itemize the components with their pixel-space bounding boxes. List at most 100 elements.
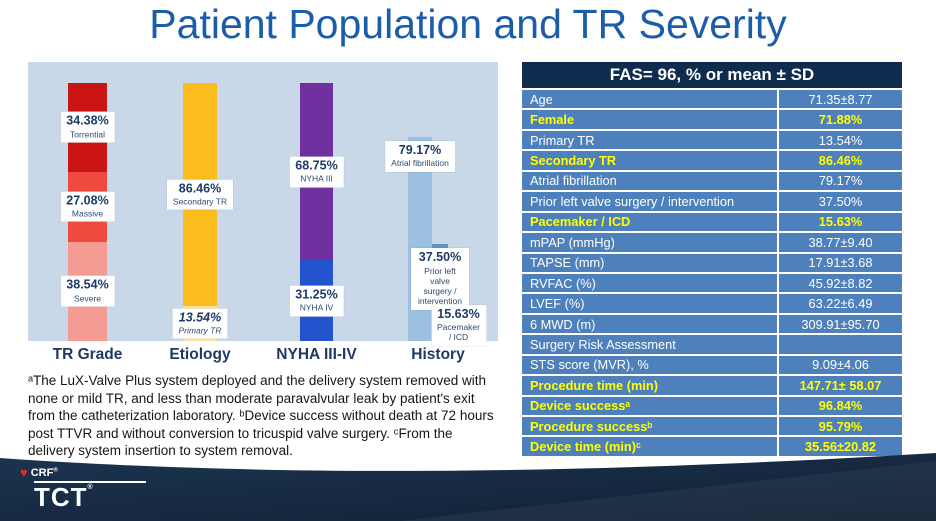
bar-value-label: 38.54% Severe [60,275,115,307]
bar-value-label: 68.75% NYHA III [289,156,344,188]
category-label-history: History [411,346,465,363]
table-row: LVEF (%) 63.22±6.49 [522,294,902,313]
table-row: Age 71.35±8.77 [522,90,902,109]
bar-segment-name: Severe [74,293,101,304]
logo-block: ♥ CRF® TCT® [20,466,146,510]
row-value: 45.92±8.82 [777,273,902,293]
page-title: Patient Population and TR Severity [149,1,787,47]
table-row: Atrial fibrillation 79.17% [522,171,902,191]
row-value: 13.54% [777,130,902,150]
row-label: Female [530,112,575,128]
bar-percentage: 15.63% [437,306,480,321]
table-row: TAPSE (mm) 17.91±3.68 [522,253,902,272]
row-value: 96.84% [777,396,902,415]
row-label: Procedure time (min) [530,377,658,393]
bar-value-label: 37.50% Prior left valve surgery / interve… [411,248,469,310]
row-label: Primary TR [530,132,595,148]
crf-heart-icon: ♥ [20,465,28,480]
logo-divider [34,481,146,483]
bar-percentage: 86.46% [178,181,222,196]
table-row: Procedure successᵇ 95.79% [522,417,902,436]
table-row: STS score (MVR), % 9.09±4.06 [522,355,902,375]
row-label: Device successᵃ [530,398,631,414]
bar-segment-name: NYHA III [300,173,333,184]
row-value: 17.91±3.68 [777,253,902,272]
footnote-text: ᵃThe LuX-Valve Plus system deployed and … [28,373,494,459]
row-value: 9.09±4.06 [777,355,902,375]
row-label: LVEF (%) [530,296,585,312]
row-value: 147.71± 58.07 [777,376,902,395]
tct-logo-text: TCT® [34,481,94,512]
table-body: Age 71.35±8.77 Female 71.88% Primary TR 13.54… [522,88,902,456]
bottom-band [0,453,936,521]
row-value: 35.56±20.82 [777,437,902,456]
table-row: Procedure time (min) 147.71± 58.07 [522,376,902,395]
bar-segment-name: Primary TR [178,325,222,336]
summary-table: FAS= 96, % or mean ± SD Age 71.35±8.77 Fem… [522,62,902,456]
bar-percentage: 34.38% [66,113,109,128]
bar-segment-name: Torrential [70,129,105,140]
bar-percentage: 68.75% [295,158,338,173]
row-value: 15.63% [777,212,902,232]
category-label-tr-grade: TR Grade [52,346,123,363]
row-label: 6 MWD (m) [530,316,596,332]
category-label-etiology: Etiology [169,346,231,363]
table-row: 6 MWD (m) 309.91±95.70 [522,314,902,334]
bar-segment-name: NYHA IV [299,302,334,313]
bar-segment-name: Massive [71,208,104,219]
row-label: TAPSE (mm) [530,255,605,271]
row-value: 38.77±9.40 [777,233,902,252]
table-row: Device successᵃ 96.84% [522,396,902,415]
row-label: Device time (min)ᶜ [530,439,641,455]
table-row: Female 71.88% [522,110,902,129]
row-value: 37.50% [777,192,902,211]
table-row: mPAP (mmHg) 38.77±9.40 [522,233,902,252]
row-label: STS score (MVR), % [530,357,649,373]
row-label: Atrial fibrillation [530,173,617,189]
bar-percentage: 79.17% [398,142,442,157]
row-value [777,335,902,354]
table-row: RVFAC (%) 45.92±8.82 [522,273,902,293]
crf-registered-mark: ® [53,466,58,473]
bar-percentage: 37.50% [418,250,462,265]
row-value: 309.91±95.70 [777,314,902,334]
row-label: mPAP (mmHg) [530,234,615,250]
bar-value-label: 34.38% Torrential [60,111,115,143]
plot-area: 34.38% Torrential 27.08% Massive 38.54% Sever… [28,62,498,346]
chart-panel: 34.38% Torrential 27.08% Massive 38.54% Sever… [28,62,498,346]
tct-registered-mark: ® [87,483,94,491]
bar-percentage: 38.54% [66,277,109,292]
table-header: FAS= 96, % or mean ± SD [522,62,902,88]
table-row: Surgery Risk Assessment [522,335,902,354]
row-label: Prior left valve surgery / intervention [530,193,735,209]
bar-percentage: 31.25% [295,287,338,302]
row-value: 71.88% [777,110,902,129]
bar-value-label: 86.46% Secondary TR [166,179,234,210]
category-label-nyha-iii-iv: NYHA III-IV [276,346,357,363]
category-labels: TR Grade Etiology NYHA III-IV History [28,346,498,366]
bar-segment-name: Secondary TR [172,196,228,207]
bar-value-label: 27.08% Massive [60,191,115,223]
bar-segment-name: Atrial fibrillation [391,158,449,169]
row-label: Pacemaker / ICD [530,214,631,230]
row-value: 71.35±8.77 [777,90,902,109]
table-row: Pacemaker / ICD 15.63% [522,212,902,232]
row-label: Age [530,91,553,107]
row-value: 79.17% [777,171,902,191]
row-label: RVFAC (%) [530,275,596,291]
bar-value-label: 31.25% NYHA IV [289,285,344,317]
row-value: 63.22±6.49 [777,294,902,313]
row-label: Surgery Risk Assessment [530,336,676,352]
table-row: Primary TR 13.54% [522,130,902,150]
bar-value-label: 13.54% Primary TR [172,308,228,339]
row-label: Secondary TR [530,153,617,169]
bar-percentage: 27.08% [66,193,109,208]
bar-value-label: 15.63% Pacemaker / ICD [431,304,486,346]
table-row: Device time (min)ᶜ 35.56±20.82 [522,437,902,456]
bar-value-label: 79.17% Atrial fibrillation [385,140,455,172]
crf-logo-text: CRF® [30,466,58,479]
row-label: Procedure successᵇ [530,418,653,434]
table-row: Secondary TR 86.46% [522,151,902,170]
table-row: Prior left valve surgery / intervention 3… [522,192,902,211]
